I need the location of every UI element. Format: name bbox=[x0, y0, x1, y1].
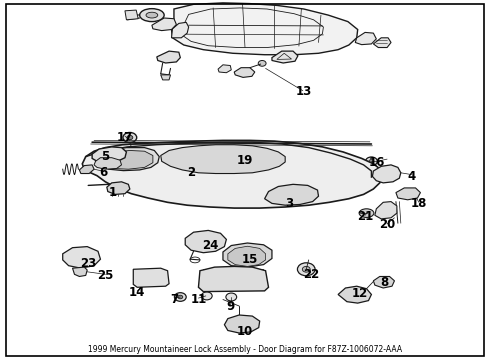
Text: 24: 24 bbox=[202, 239, 219, 252]
Text: 7: 7 bbox=[170, 293, 178, 306]
Text: 23: 23 bbox=[80, 257, 97, 270]
Polygon shape bbox=[198, 266, 269, 292]
Text: 20: 20 bbox=[379, 219, 395, 231]
Bar bbox=[212, 151, 245, 163]
Polygon shape bbox=[92, 147, 126, 163]
Bar bbox=[226, 278, 244, 287]
Polygon shape bbox=[82, 140, 382, 208]
Polygon shape bbox=[133, 268, 169, 287]
Polygon shape bbox=[224, 315, 260, 333]
Polygon shape bbox=[79, 165, 94, 174]
Polygon shape bbox=[73, 267, 87, 276]
Text: 22: 22 bbox=[303, 268, 319, 281]
Polygon shape bbox=[355, 32, 376, 45]
Ellipse shape bbox=[125, 151, 147, 166]
Text: 5: 5 bbox=[101, 150, 109, 163]
Bar bbox=[247, 278, 261, 287]
Text: 17: 17 bbox=[117, 131, 133, 144]
Ellipse shape bbox=[146, 12, 158, 18]
Ellipse shape bbox=[201, 292, 212, 300]
Bar bbox=[155, 278, 161, 283]
Polygon shape bbox=[185, 230, 226, 253]
Text: 11: 11 bbox=[190, 293, 207, 306]
Text: 19: 19 bbox=[237, 154, 253, 167]
Polygon shape bbox=[373, 276, 394, 288]
Ellipse shape bbox=[258, 60, 266, 66]
Text: 13: 13 bbox=[295, 85, 312, 98]
Ellipse shape bbox=[127, 135, 133, 140]
Text: 6: 6 bbox=[99, 166, 107, 179]
Polygon shape bbox=[172, 22, 189, 38]
Text: 1999 Mercury Mountaineer Lock Assembly - Door Diagram for F87Z-1006072-AAA: 1999 Mercury Mountaineer Lock Assembly -… bbox=[88, 345, 402, 354]
Ellipse shape bbox=[366, 157, 377, 166]
Text: 8: 8 bbox=[381, 276, 389, 289]
Polygon shape bbox=[234, 68, 255, 77]
Text: 1: 1 bbox=[109, 186, 117, 199]
Polygon shape bbox=[375, 202, 397, 219]
Polygon shape bbox=[338, 286, 371, 303]
Ellipse shape bbox=[178, 295, 183, 299]
Ellipse shape bbox=[302, 266, 310, 272]
Ellipse shape bbox=[369, 159, 374, 163]
Ellipse shape bbox=[121, 178, 139, 189]
Ellipse shape bbox=[346, 289, 364, 300]
Polygon shape bbox=[157, 51, 180, 63]
Ellipse shape bbox=[359, 209, 374, 217]
Text: 4: 4 bbox=[408, 170, 416, 183]
Text: 25: 25 bbox=[97, 269, 114, 282]
Polygon shape bbox=[125, 10, 138, 20]
Text: 10: 10 bbox=[237, 325, 253, 338]
Ellipse shape bbox=[399, 189, 416, 198]
Text: 3: 3 bbox=[285, 197, 293, 210]
Polygon shape bbox=[272, 51, 298, 63]
Ellipse shape bbox=[140, 9, 164, 22]
Polygon shape bbox=[152, 18, 176, 31]
Polygon shape bbox=[373, 38, 391, 48]
Bar bbox=[206, 278, 223, 287]
Text: 15: 15 bbox=[242, 253, 258, 266]
Bar bbox=[139, 278, 145, 283]
Polygon shape bbox=[96, 148, 159, 171]
Bar bbox=[172, 151, 206, 163]
Polygon shape bbox=[100, 150, 153, 169]
Ellipse shape bbox=[174, 293, 186, 301]
Polygon shape bbox=[63, 247, 100, 268]
Polygon shape bbox=[94, 158, 122, 169]
Polygon shape bbox=[172, 3, 358, 55]
Bar bbox=[147, 271, 153, 276]
Polygon shape bbox=[223, 243, 272, 267]
Ellipse shape bbox=[226, 293, 237, 301]
Text: 21: 21 bbox=[357, 210, 373, 223]
Polygon shape bbox=[372, 165, 401, 183]
Ellipse shape bbox=[106, 152, 127, 166]
Bar bbox=[251, 151, 278, 163]
Bar bbox=[203, 269, 263, 289]
Text: 12: 12 bbox=[352, 287, 368, 300]
Polygon shape bbox=[265, 184, 318, 205]
Bar bbox=[147, 278, 153, 283]
Polygon shape bbox=[218, 65, 231, 73]
Polygon shape bbox=[161, 75, 171, 80]
Ellipse shape bbox=[141, 156, 155, 167]
Bar bbox=[139, 271, 145, 276]
Text: 16: 16 bbox=[369, 156, 386, 169]
Polygon shape bbox=[396, 188, 420, 200]
Bar bbox=[155, 271, 161, 276]
Polygon shape bbox=[228, 246, 266, 266]
Text: 9: 9 bbox=[226, 300, 234, 313]
Text: 14: 14 bbox=[129, 286, 146, 299]
Text: 18: 18 bbox=[411, 197, 427, 210]
Ellipse shape bbox=[123, 132, 137, 143]
Bar bbox=[137, 270, 164, 284]
Polygon shape bbox=[161, 145, 285, 174]
Ellipse shape bbox=[297, 263, 315, 276]
Polygon shape bbox=[107, 182, 130, 194]
Text: 2: 2 bbox=[187, 166, 195, 179]
